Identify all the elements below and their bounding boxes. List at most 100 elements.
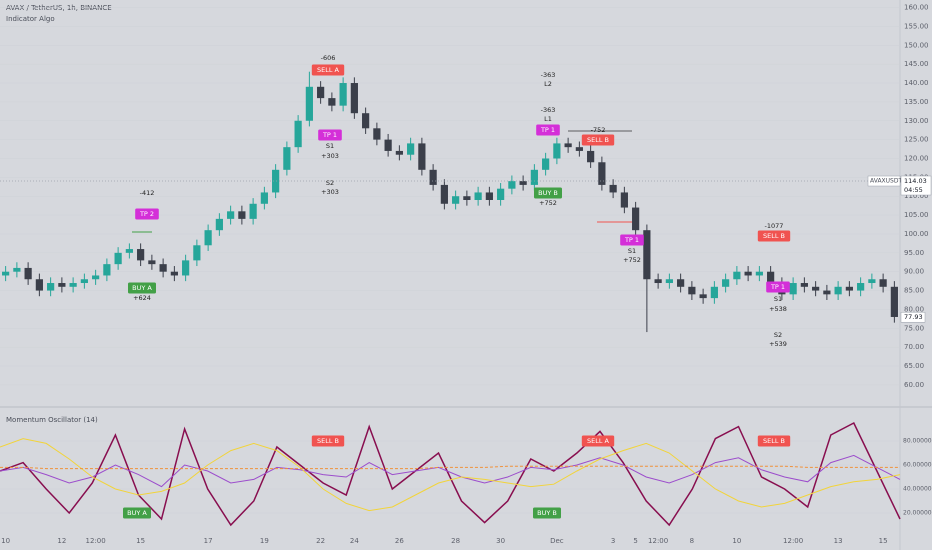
candle-body — [857, 283, 865, 291]
annotation-label: +539 — [769, 340, 787, 348]
candle-body — [148, 260, 156, 265]
candle-body — [103, 264, 111, 276]
signal-label: TP 1 — [322, 131, 337, 139]
signal-label: SELL B — [763, 437, 785, 445]
candle-body — [879, 279, 887, 287]
price-tag-value: 114.03 — [904, 177, 927, 185]
candle-body — [744, 271, 752, 276]
x-tick-label: 17 — [204, 537, 213, 545]
candle-body — [800, 283, 808, 287]
signal-label: BUY A — [132, 284, 152, 292]
x-tick-label: 15 — [879, 537, 888, 545]
y-tick-label: 110.00 — [904, 192, 929, 200]
y-tick-label: 75.00 — [904, 324, 924, 332]
candle-body — [249, 203, 257, 219]
candle-body — [497, 188, 505, 200]
candle-body — [204, 230, 212, 246]
signal-box — [311, 435, 345, 447]
price-tag-countdown: 04:55 — [904, 186, 923, 194]
y-tick-label: 90.00 — [904, 268, 924, 276]
annotation-label: -606 — [321, 54, 336, 62]
candle-body — [845, 286, 853, 291]
candle-body — [542, 158, 550, 170]
x-tick-label: 12:00 — [86, 537, 106, 545]
candle-body — [452, 196, 460, 204]
candle-body — [485, 192, 493, 200]
annotation-label: S2 — [326, 179, 334, 187]
candle-body — [283, 147, 291, 170]
candle-body — [598, 162, 606, 185]
candle-body — [710, 286, 718, 299]
signal-label: TP 1 — [770, 283, 785, 291]
signal-label: BUY B — [538, 189, 558, 197]
candle-body — [823, 290, 831, 295]
candle-body — [620, 192, 628, 208]
candle-body — [463, 196, 471, 200]
candle-body — [92, 275, 100, 280]
x-tick-label: 13 — [834, 537, 843, 545]
candle-body — [2, 271, 10, 276]
y-tick-label: 80.00000 — [903, 438, 932, 445]
signal-label: SELL A — [587, 437, 610, 445]
candle-body — [13, 267, 21, 272]
candle-body — [35, 279, 43, 291]
x-tick-label: 26 — [395, 537, 404, 545]
candle-body — [733, 271, 741, 280]
annotation-label: -752 — [591, 126, 606, 134]
y-tick-label: 145.00 — [904, 60, 929, 68]
signal-box — [757, 435, 791, 447]
annotation-label: S1 — [628, 247, 636, 255]
y-tick-label: 20.00000 — [903, 510, 932, 517]
candle-body — [339, 83, 347, 106]
x-tick-label: 10 — [1, 537, 10, 545]
candle-body — [80, 279, 88, 284]
price-tag — [900, 175, 932, 196]
candle-body — [182, 260, 190, 276]
signal-box — [135, 208, 159, 220]
y-tick-label: 150.00 — [904, 41, 929, 49]
annotation-label: L1 — [544, 115, 552, 123]
x-tick-label: 5 — [633, 537, 637, 545]
signal-label: SELL B — [317, 437, 339, 445]
candle-body — [24, 267, 32, 280]
annotation-label: +303 — [321, 152, 339, 160]
candle-body — [812, 286, 820, 291]
candle-body — [789, 283, 797, 295]
symbol-tag-text: AVAXUSDT — [870, 178, 902, 185]
candle-body — [58, 283, 66, 287]
candle-body — [114, 252, 122, 265]
signal-box — [757, 230, 791, 242]
oscillator-line — [0, 421, 901, 527]
candle-body — [328, 98, 336, 106]
signal-box — [534, 187, 562, 199]
x-tick-label: 24 — [350, 537, 359, 545]
y-tick-label: 130.00 — [904, 117, 929, 125]
signal-label: SELL A — [317, 66, 340, 74]
candle-body — [238, 211, 246, 219]
x-tick-label: 30 — [496, 537, 505, 545]
candle-body — [868, 279, 876, 284]
y-tick-label: 60.00 — [904, 381, 924, 389]
annotation-label: +624 — [133, 294, 151, 302]
signal-box — [128, 282, 156, 294]
candle-body — [305, 86, 313, 121]
annotation-label: -412 — [140, 189, 155, 197]
candle-body — [317, 86, 325, 99]
x-tick-label: 3 — [611, 537, 615, 545]
candle-body — [564, 143, 572, 148]
candle-body — [688, 286, 696, 295]
candle-body — [159, 264, 167, 272]
y-tick-label: 135.00 — [904, 98, 929, 106]
annotation-label: S2 — [774, 331, 782, 339]
annotation-label: +303 — [321, 188, 339, 196]
candle-body — [474, 192, 482, 200]
x-tick-label: Dec — [550, 537, 564, 545]
oscillator-line — [0, 465, 900, 470]
candle-body — [69, 283, 77, 287]
candle-body — [508, 181, 516, 189]
annotation-label: -363 — [541, 106, 556, 114]
candle-body — [350, 83, 358, 114]
signal-label: BUY A — [127, 509, 147, 517]
